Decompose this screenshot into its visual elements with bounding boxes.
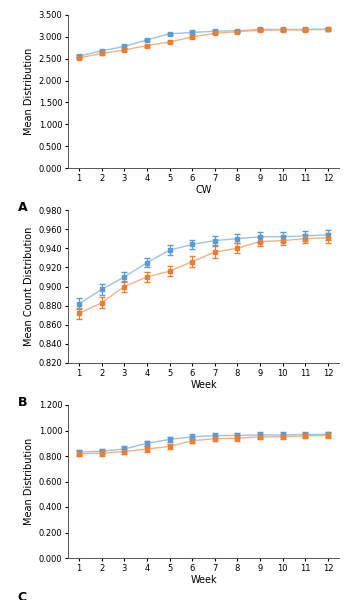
X-axis label: Week: Week — [190, 575, 217, 586]
Y-axis label: Mean Count Distribution: Mean Count Distribution — [24, 227, 34, 346]
Y-axis label: Mean Distribution: Mean Distribution — [24, 48, 34, 135]
Text: B: B — [18, 396, 27, 409]
Text: A: A — [18, 201, 27, 214]
Y-axis label: Mean Distribution: Mean Distribution — [24, 438, 34, 525]
X-axis label: Week: Week — [190, 380, 217, 391]
Legend: IT97KT, IT97KN: IT97KT, IT97KN — [146, 410, 261, 427]
X-axis label: CW: CW — [195, 185, 212, 196]
Legend: IT97KT, IT97KN: IT97KT, IT97KN — [146, 215, 261, 232]
Text: C: C — [18, 591, 27, 600]
